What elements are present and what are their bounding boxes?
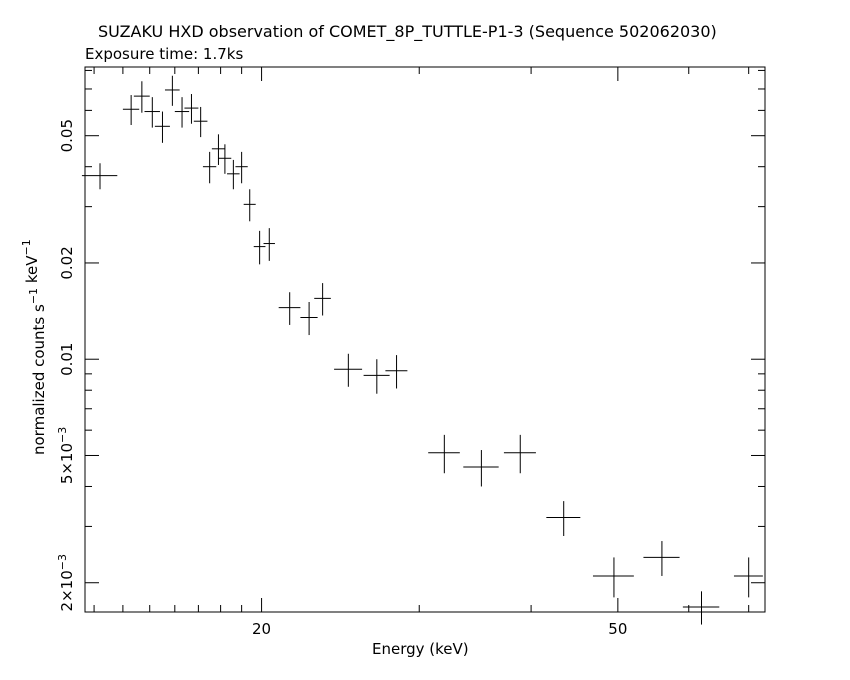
data-point xyxy=(253,230,266,265)
data-point xyxy=(235,151,248,184)
chart-title: SUZAKU HXD observation of COMET_8P_TUTTL… xyxy=(98,22,717,41)
x-tick-label: 50 xyxy=(608,620,627,638)
data-point xyxy=(144,97,160,128)
data-point xyxy=(184,94,199,124)
data-point xyxy=(733,557,763,598)
y-tick-label: 0.01 xyxy=(58,343,76,376)
data-point xyxy=(122,95,140,126)
data-points xyxy=(81,75,763,625)
data-point xyxy=(154,111,170,143)
data-point xyxy=(278,292,301,325)
data-point xyxy=(682,591,720,625)
data-point xyxy=(428,434,460,474)
y-tick-label: 2×10−3 xyxy=(56,554,76,611)
data-point xyxy=(81,163,118,190)
data-point xyxy=(211,134,225,165)
data-point xyxy=(546,501,581,537)
data-point xyxy=(314,283,331,316)
data-point xyxy=(643,541,680,576)
y-axis-label: normalized counts s−1 keV−1 xyxy=(20,239,48,455)
plot-frame xyxy=(84,66,766,613)
data-point xyxy=(193,106,208,138)
data-point xyxy=(227,159,240,190)
chart-subtitle: Exposure time: 1.7ks xyxy=(85,45,244,63)
data-point xyxy=(164,75,180,106)
y-tick-label: 0.02 xyxy=(58,246,76,279)
data-point xyxy=(463,450,499,487)
y-tick-label: 5×10−3 xyxy=(56,427,76,484)
y-ticks: 2×10−3 5×10−3 0.01 0.02 0.05 xyxy=(56,69,765,611)
data-point xyxy=(363,359,390,394)
y-tick-label: 0.05 xyxy=(58,119,76,152)
x-axis-label: Energy (keV) xyxy=(372,640,469,658)
data-point xyxy=(503,434,536,474)
data-point xyxy=(133,81,150,113)
data-point xyxy=(385,355,408,389)
x-ticks: 20 50 xyxy=(93,67,750,638)
data-point xyxy=(300,301,318,336)
data-point xyxy=(202,151,217,184)
data-point xyxy=(243,189,256,222)
data-point xyxy=(592,557,634,598)
data-point xyxy=(334,353,363,387)
x-tick-label: 20 xyxy=(252,620,271,638)
data-point xyxy=(263,228,275,261)
data-point xyxy=(218,144,232,174)
data-point xyxy=(174,97,190,128)
